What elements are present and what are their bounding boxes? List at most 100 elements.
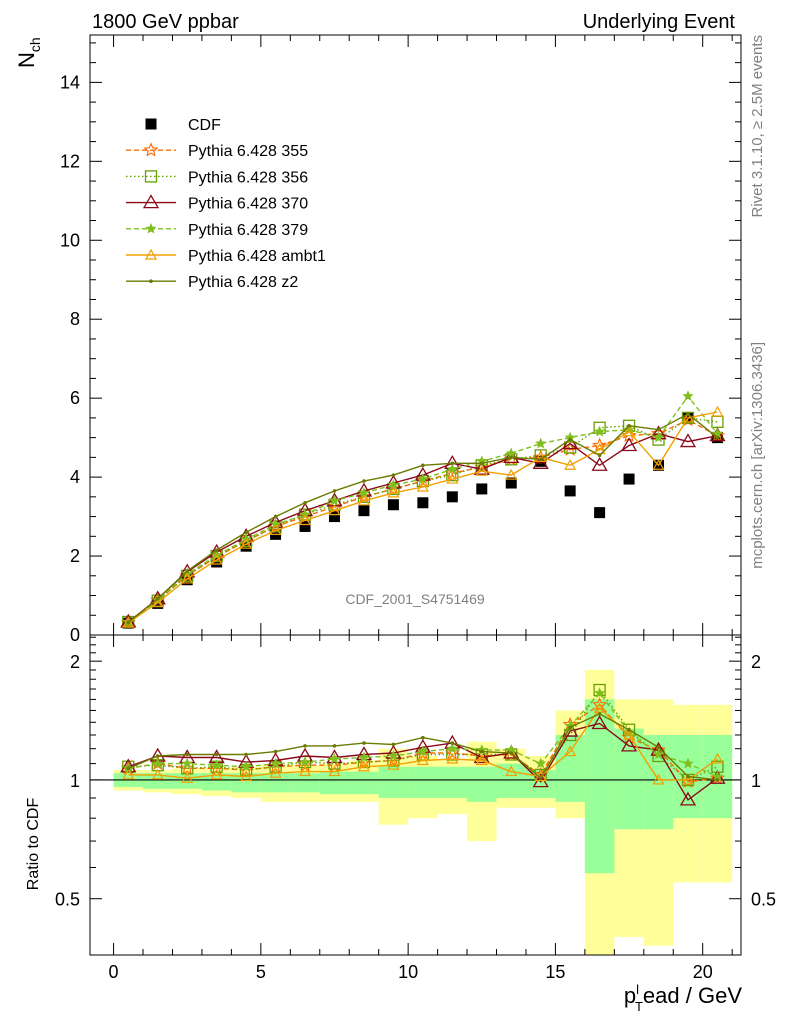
ratio-y-tick-label: 1 (70, 771, 80, 791)
ratio-point-p355 (179, 760, 195, 775)
ratio-point-p379 (181, 757, 193, 769)
y-tick-label: 10 (60, 230, 80, 250)
band-inner-bin (496, 763, 526, 798)
ratio-point-p356 (563, 728, 577, 742)
data-point-cdf (387, 499, 399, 511)
ratio-point-ambt1 (505, 765, 518, 777)
legend-marker (143, 142, 159, 157)
ratio-point-p379 (328, 753, 341, 764)
ratio-point-z2 (273, 749, 278, 754)
ratio-point-ambt1 (711, 752, 724, 764)
data-point-ambt1 (240, 537, 253, 549)
legend-label: Pythia 6.428 ambt1 (188, 248, 326, 265)
ratio-point-z2 (391, 742, 396, 747)
ratio-point-ambt1 (446, 752, 459, 764)
ratio-point-ambt1 (416, 754, 429, 766)
band-inner-bin (378, 766, 409, 798)
ratio-point-p379 (593, 687, 606, 698)
data-point-p355 (415, 473, 431, 488)
ratio-point-z2 (155, 754, 160, 758)
data-point-p370 (503, 449, 520, 464)
data-point-cdf (594, 507, 606, 519)
band-inner-bin (614, 728, 644, 830)
data-point-cdf (446, 491, 458, 503)
data-point-ambt1 (269, 524, 282, 535)
legend-entry-p355: Pythia 6.428 355 (126, 142, 308, 160)
ratio-point-ambt1 (328, 765, 341, 777)
main-ylabel-main: N (14, 52, 39, 68)
data-point-z2 (155, 596, 160, 601)
ratio-point-p370 (620, 737, 638, 752)
data-point-ambt1 (505, 468, 518, 480)
data-point-p355 (444, 465, 460, 480)
data-point-ambt1 (416, 480, 429, 492)
ratio-point-p370 (326, 749, 343, 764)
ratio-point-p355 (444, 745, 460, 760)
xlabel-p: p (624, 983, 636, 1008)
x-tick-label: 20 (693, 962, 713, 982)
ratio-point-p355 (238, 762, 254, 777)
ratio-point-z2 (185, 752, 190, 757)
legend-marker (149, 279, 153, 284)
ratio-point-ambt1 (210, 768, 223, 780)
data-point-z2 (597, 453, 602, 458)
ratio-point-ambt1 (357, 760, 370, 772)
legend-entry-p356: Pythia 6.428 356 (126, 169, 308, 186)
main-panel: 0 2 4 6 8 10 12 14 (60, 34, 742, 645)
data-point-ambt1 (623, 425, 636, 437)
ratio-plot-area (90, 669, 741, 955)
band-inner-bin (437, 766, 468, 798)
x-tick-label: 5 (256, 962, 266, 982)
band-inner-bin (319, 771, 350, 795)
ratio-point-p370 (709, 769, 726, 784)
data-point-cdf (417, 497, 429, 509)
ratio-point-z2 (126, 766, 131, 771)
data-point-z2 (509, 455, 514, 460)
legend-label: Pythia 6.428 370 (188, 196, 308, 213)
legend-entry-ambt1: Pythia 6.428 ambt1 (126, 248, 326, 265)
ratio-point-z2 (362, 741, 366, 745)
data-point-p379 (682, 390, 694, 401)
band-inner-bin (143, 773, 173, 789)
y-tick-label: 12 (60, 151, 80, 171)
rivet-label: Rivet 3.1.10, ≥ 2.5M events (749, 35, 766, 218)
data-point-p379 (328, 494, 341, 506)
ratio-point-z2 (214, 752, 219, 757)
ratio-point-p355 (209, 760, 225, 775)
ratio-point-p379 (299, 756, 311, 767)
data-point-cdf (476, 483, 488, 495)
data-point-z2 (391, 473, 396, 477)
ratio-series-ambt1 (122, 701, 724, 785)
data-point-ambt1 (210, 553, 223, 565)
data-point-z2 (273, 514, 278, 519)
ratio-point-p379 (446, 742, 459, 754)
data-point-ambt1 (181, 572, 194, 584)
x-tick-label: 0 (109, 962, 119, 982)
ratio-point-p370 (591, 715, 608, 730)
ratio-point-p379 (534, 757, 547, 769)
legend-marker (142, 194, 160, 209)
ratio-point-ambt1 (564, 745, 577, 757)
ratio-point-z2 (450, 741, 455, 745)
ratio-point-p379 (652, 748, 665, 760)
legend-marker (144, 170, 158, 183)
ratio-line-p379 (128, 691, 718, 778)
legend-entry-cdf: CDF (145, 117, 221, 134)
legend-marker (144, 248, 158, 260)
legend-entry-z2: Pythia 6.428 z2 (126, 274, 298, 291)
y-tick-label: 14 (60, 72, 80, 92)
data-point-p370 (473, 460, 490, 475)
band-inner-bin (290, 773, 320, 793)
ratio-y-tick-label-right: 0.5 (751, 890, 776, 910)
data-point-z2 (332, 489, 337, 493)
ratio-point-ambt1 (652, 773, 665, 785)
data-point-p370 (620, 437, 638, 452)
ratio-point-z2 (627, 727, 631, 732)
data-point-p356 (711, 415, 724, 428)
analysis-watermark: CDF_2001_S4751469 (345, 591, 485, 607)
ratio-point-z2 (421, 735, 425, 740)
y-tick-label: 4 (70, 467, 80, 487)
ratio-point-p379 (240, 760, 252, 772)
data-point-p379 (535, 437, 547, 449)
ratio-point-z2 (656, 745, 661, 750)
